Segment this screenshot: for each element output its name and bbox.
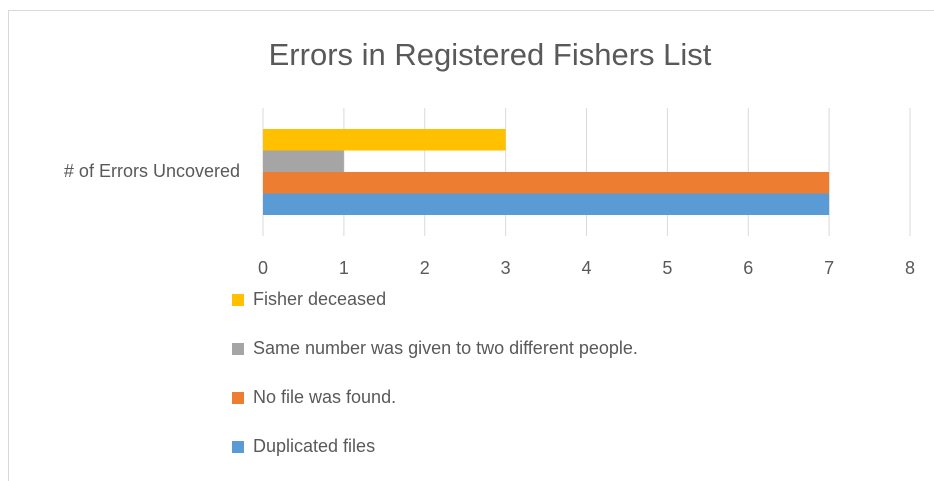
x-tick-label: 0 — [258, 258, 268, 278]
x-tick-label: 4 — [581, 258, 591, 278]
x-tick-label: 6 — [743, 258, 753, 278]
legend-label: Fisher deceased — [253, 289, 386, 309]
x-tick-label: 8 — [905, 258, 915, 278]
chart-border — [8, 10, 934, 481]
legend-label: Same number was given to two different p… — [253, 338, 638, 358]
legend-swatch — [232, 294, 244, 306]
x-tick-label: 1 — [339, 258, 349, 278]
bar — [263, 150, 344, 172]
legend-label: Duplicated files — [253, 436, 375, 456]
legend-swatch — [232, 343, 244, 355]
legend-swatch — [232, 441, 244, 453]
x-tick-label: 3 — [501, 258, 511, 278]
x-tick-label: 7 — [824, 258, 834, 278]
bar — [263, 172, 830, 194]
y-tick-label: # of Errors Uncovered — [64, 161, 240, 181]
chart-title: Errors in Registered Fishers List — [269, 37, 712, 72]
legend-swatch — [232, 392, 244, 404]
x-tick-label: 2 — [420, 258, 430, 278]
bar — [263, 129, 506, 151]
bar — [263, 193, 830, 215]
legend-label: No file was found. — [253, 387, 396, 407]
x-tick-label: 5 — [662, 258, 672, 278]
